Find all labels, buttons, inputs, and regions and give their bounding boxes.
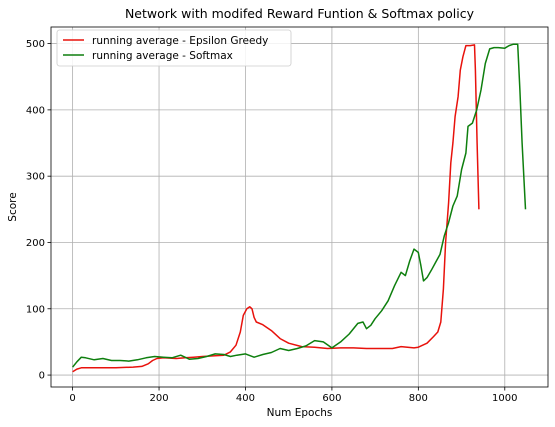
x-axis-label: Num Epochs xyxy=(267,407,333,419)
y-tick-label: 300 xyxy=(26,172,45,183)
series-layer xyxy=(72,43,527,373)
y-tick-label: 400 xyxy=(26,105,45,116)
legend-label: running average - Epsilon Greedy xyxy=(92,35,268,47)
legend: running average - Epsilon Greedy running … xyxy=(56,29,292,67)
legend-label: running average - Softmax xyxy=(92,50,233,62)
grid-layer xyxy=(51,27,548,387)
series-line-softmax xyxy=(72,43,527,368)
x-tick-label: 1000 xyxy=(492,393,517,404)
series-line-epsilon-greedy xyxy=(72,44,480,373)
x-tick-label: 200 xyxy=(149,393,168,404)
y-axis-label: Score xyxy=(7,192,19,221)
plot-frame xyxy=(50,26,549,388)
y-tick-label: 0 xyxy=(39,371,45,382)
tick-layer: 0 200 400 600 800 1000 0 100 200 300 400 500 xyxy=(26,39,518,404)
y-tick-label: 200 xyxy=(26,238,45,249)
chart-title: Network with modifed Reward Funtion & So… xyxy=(125,6,475,21)
x-tick-label: 0 xyxy=(69,393,75,404)
y-tick-label: 100 xyxy=(26,304,45,315)
x-tick-label: 600 xyxy=(322,393,341,404)
y-tick-label: 500 xyxy=(26,39,45,50)
x-tick-label: 400 xyxy=(236,393,255,404)
legend-box xyxy=(56,29,292,67)
x-tick-label: 800 xyxy=(409,393,428,404)
